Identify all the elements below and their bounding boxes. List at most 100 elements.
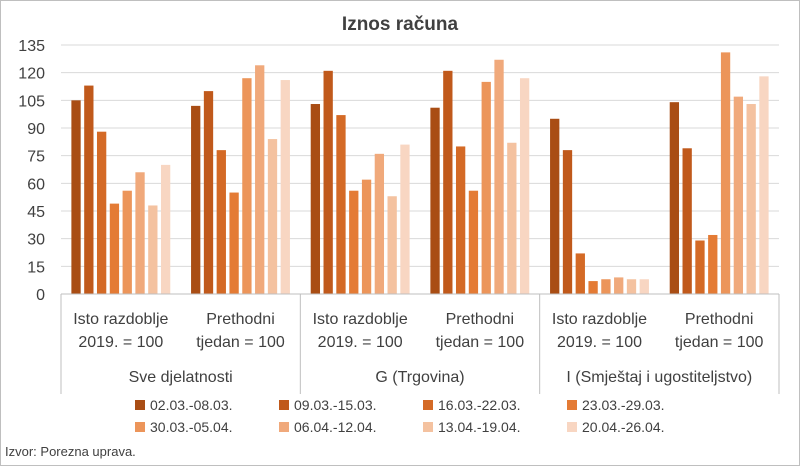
bar: [203, 91, 214, 294]
legend-swatch: [567, 422, 577, 432]
category-label: 2019. = 100: [318, 334, 403, 351]
y-tick-label: 15: [27, 259, 45, 276]
legend-item: 09.03.-15.03.: [279, 397, 377, 413]
bar: [336, 115, 346, 294]
legend-swatch: [135, 400, 145, 410]
bar: [71, 100, 81, 294]
bar: [733, 96, 744, 295]
bar: [84, 85, 94, 294]
bar: [708, 234, 718, 294]
y-tick-label: 75: [27, 149, 45, 166]
legend-swatch: [279, 400, 289, 410]
bar: [310, 104, 321, 295]
category-label: Prethodni: [206, 311, 275, 328]
y-tick-label: 30: [27, 232, 45, 249]
source-note: Izvor: Porezna uprava.: [5, 444, 136, 459]
bar: [759, 76, 769, 294]
bar: [242, 78, 252, 294]
legend-swatch: [135, 422, 145, 432]
gridlines: [61, 44, 779, 295]
y-tick-label: 90: [27, 121, 45, 138]
legend-label: 13.04.-19.04.: [438, 419, 521, 435]
bar: [455, 146, 466, 294]
category-label: Prethodni: [685, 311, 754, 328]
y-tick-label: 60: [27, 176, 45, 193]
bar: [562, 150, 573, 294]
legend-item: 23.03.-29.03.: [567, 397, 665, 413]
bar: [519, 78, 530, 294]
y-tick-label: 45: [27, 204, 45, 221]
bar: [695, 240, 705, 294]
bar: [135, 172, 145, 294]
bar: [481, 81, 491, 294]
bar: [191, 105, 201, 294]
legend-swatch: [279, 422, 289, 432]
bar: [614, 277, 624, 294]
legend-swatch: [423, 422, 433, 432]
y-tick-label: 105: [18, 93, 45, 110]
bar: [323, 70, 333, 294]
category-label: 2019. = 100: [557, 334, 642, 351]
bar: [267, 139, 278, 294]
bar: [746, 104, 756, 295]
legend-item: 13.04.-19.04.: [423, 419, 521, 435]
bars: [71, 52, 769, 295]
legend-label: 30.03.-05.04.: [150, 419, 233, 435]
bar: [550, 118, 560, 295]
x-axis: Isto razdoblje 2019. = 100 Prethodni tjedan…: [60, 293, 780, 394]
bar: [216, 150, 226, 294]
bar: [160, 164, 171, 294]
legend-item: 02.03.-08.03.: [135, 397, 233, 413]
legend-label: 02.03.-08.03.: [150, 397, 233, 413]
bar: [109, 203, 120, 294]
category-label: Isto razdoblje: [313, 311, 408, 328]
legend-label: 20.04.-26.04.: [582, 419, 665, 435]
category-label: 2019. = 100: [78, 334, 163, 351]
y-tick-label: 120: [18, 66, 45, 83]
legend-label: 16.03.-22.03.: [438, 397, 521, 413]
bar: [374, 153, 385, 294]
category-label: tjedan = 100: [675, 334, 764, 351]
legend-label: 06.04.-12.04.: [294, 419, 377, 435]
category-label: tjedan = 100: [196, 334, 285, 351]
legend: 02.03.-08.03. 09.03.-15.03. 16.03.-22.03. 2…: [135, 397, 665, 435]
legend-label: 09.03.-15.03.: [294, 397, 377, 413]
bar: [255, 65, 265, 295]
group-label: G (Trgovina): [375, 369, 464, 386]
legend-item: 30.03.-05.04.: [135, 419, 233, 435]
bar: [468, 190, 479, 294]
legend-item: 16.03.-22.03.: [423, 397, 521, 413]
bar: [682, 148, 692, 294]
category-label: Prethodni: [446, 311, 515, 328]
bar: [669, 102, 680, 294]
bar: [361, 179, 372, 294]
bar: [720, 52, 731, 294]
bar: [96, 131, 107, 294]
legend-swatch: [423, 400, 433, 410]
bar: [575, 253, 585, 294]
bar: [639, 279, 649, 294]
y-tick-label: 0: [36, 287, 45, 304]
legend-label: 23.03.-29.03.: [582, 397, 665, 413]
bar: [430, 107, 440, 294]
category-label: Isto razdoblje: [73, 311, 168, 328]
group-label: I (Smještaj i ugostiteljstvo): [566, 369, 752, 386]
category-label: tjedan = 100: [436, 334, 525, 351]
bar: [507, 142, 517, 294]
bar: [494, 59, 504, 294]
bar: [400, 144, 410, 294]
bar: [626, 279, 637, 294]
bar: [229, 192, 239, 294]
bar: [601, 279, 611, 294]
category-label: Isto razdoblje: [552, 311, 647, 328]
bar: [443, 70, 453, 294]
bar: [280, 80, 290, 295]
bar: [148, 205, 158, 294]
bar-chart: Iznos računa 0 15 30 45 60 75 90 105 120 135 Isto…: [18, 14, 780, 435]
bar: [122, 190, 132, 294]
bar: [588, 281, 598, 294]
legend-item: 06.04.-12.04.: [279, 419, 377, 435]
bar: [349, 190, 359, 294]
y-axis: 0 15 30 45 60 75 90 105 120 135: [18, 38, 45, 304]
